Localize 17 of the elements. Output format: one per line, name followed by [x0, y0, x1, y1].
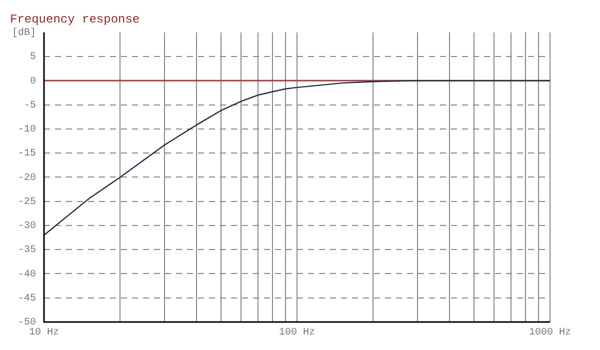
y-tick-label: -35 [18, 245, 36, 256]
y-tick-label: -30 [18, 221, 36, 232]
y-tick-label: -5 [24, 100, 36, 112]
y-tick-label: 0 [30, 76, 36, 88]
y-tick-label: -40 [18, 269, 36, 280]
y-tick-label: -50 [18, 318, 36, 329]
y-tick-label: -10 [18, 124, 36, 136]
y-axis-title: [dB] [12, 27, 36, 40]
chart-title: Frequency response [10, 12, 140, 26]
x-tick-label: 1000 Hz [528, 328, 572, 339]
y-tick-label: 5 [30, 52, 36, 64]
y-tick-label: -45 [18, 294, 36, 305]
y-tick-label: -20 [18, 172, 36, 184]
y-tick-label: -15 [18, 148, 36, 160]
x-tick-label: 100 Hz [278, 328, 316, 339]
x-tick-label: 10 Hz [28, 328, 60, 339]
y-tick-label: -25 [18, 196, 36, 208]
